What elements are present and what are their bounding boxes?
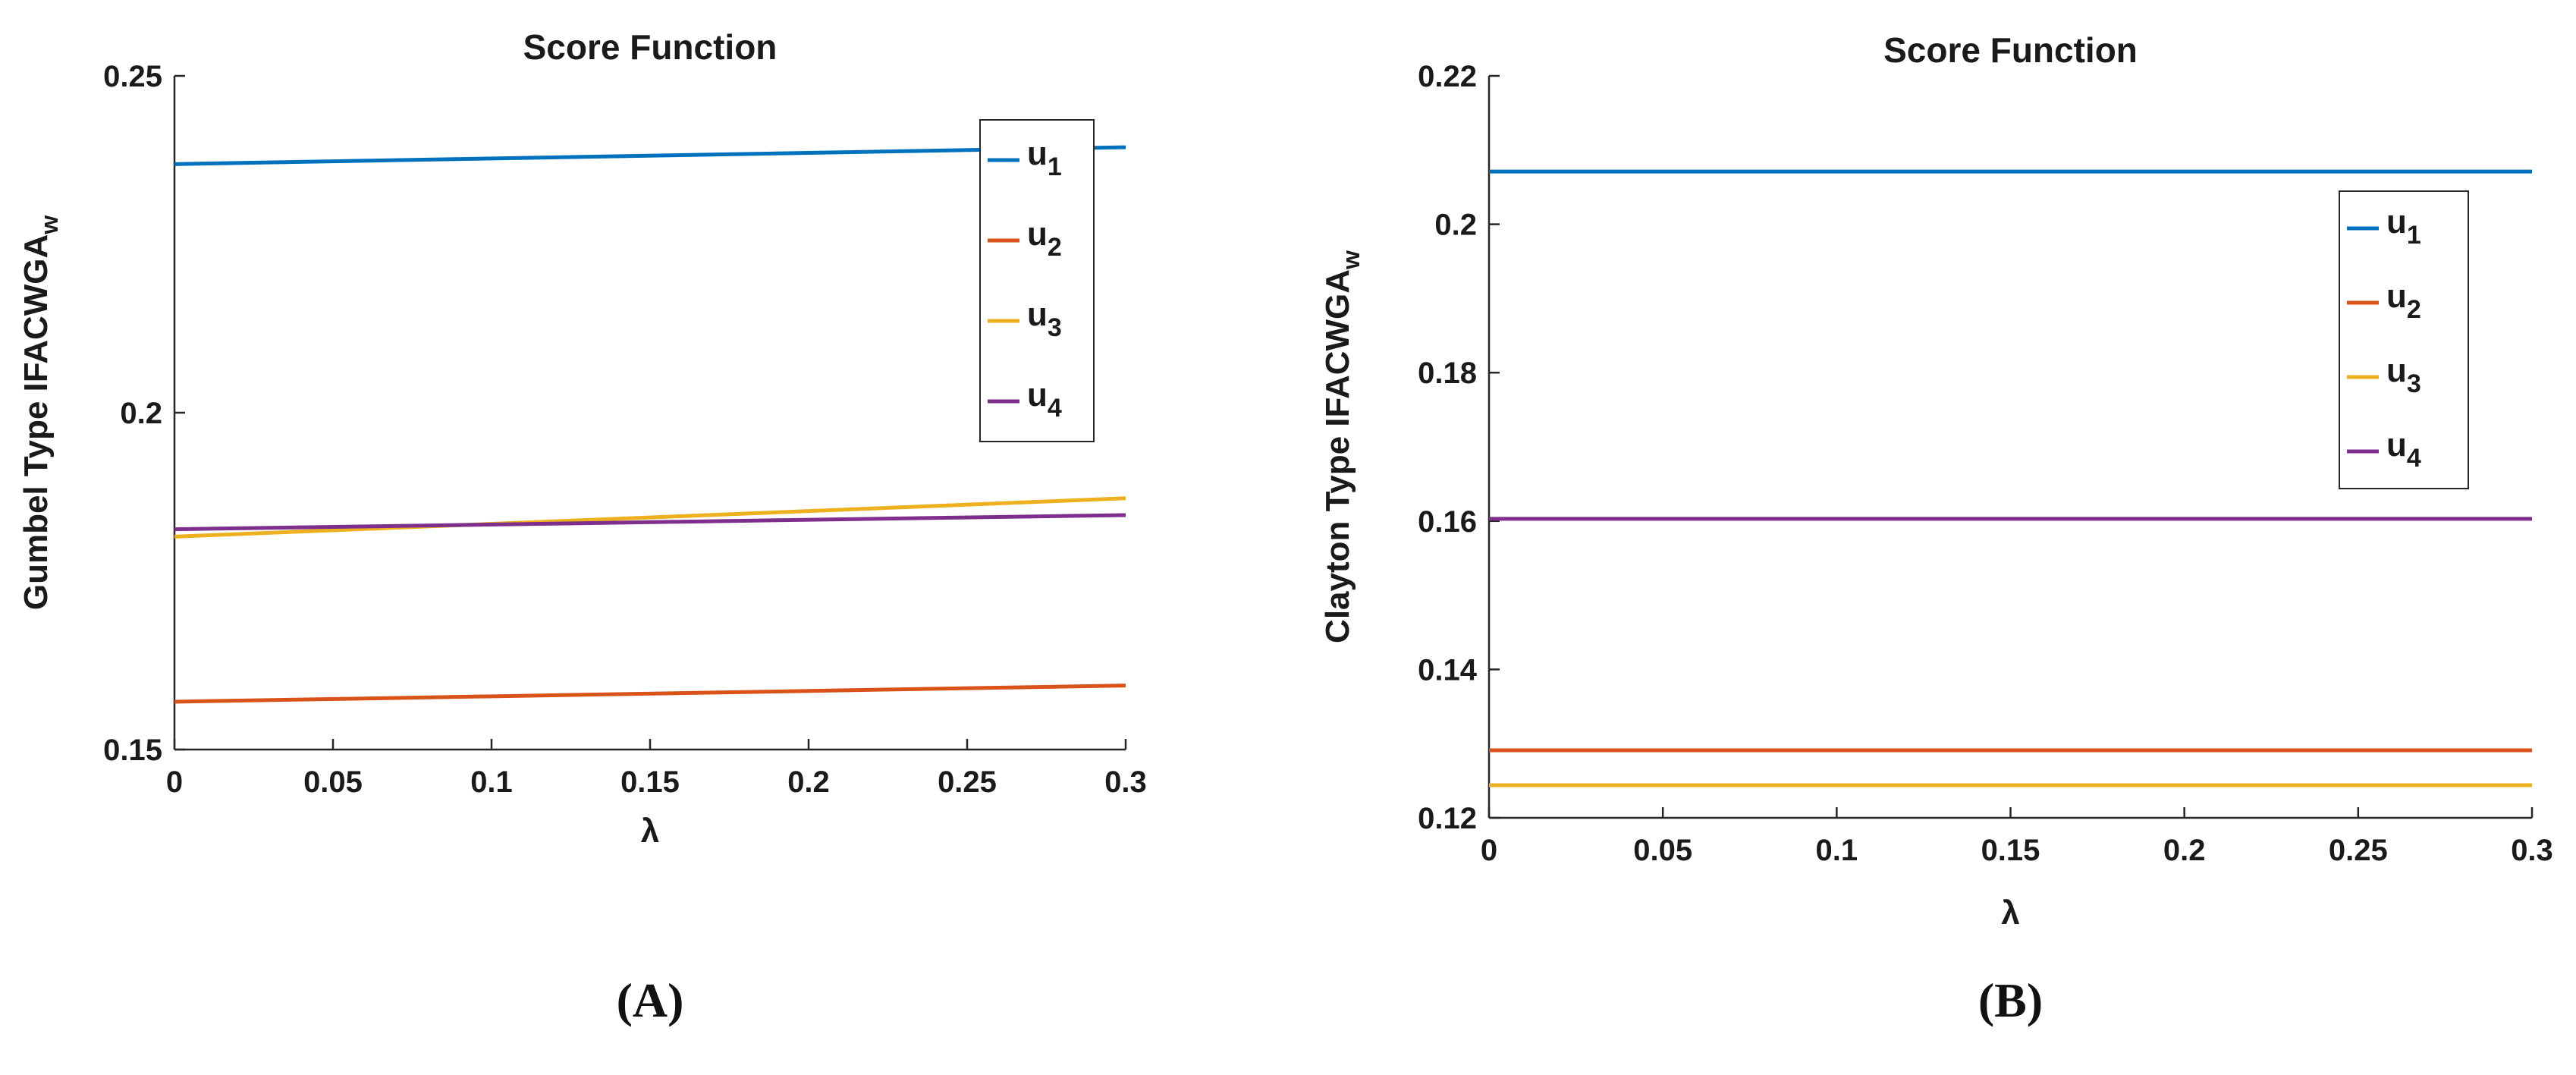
y-axis-label: Clayton Type IFACWGAw — [1319, 250, 1365, 643]
y-tick-label: 0.14 — [1418, 653, 1478, 687]
legend-label-u2: u2 — [2386, 278, 2421, 324]
y-tick-label: 0.18 — [1418, 357, 1477, 390]
x-tick-label: 0.1 — [1816, 834, 1858, 867]
legend-label-u4: u4 — [2386, 426, 2421, 473]
legend-label-u1: u1 — [2386, 203, 2421, 250]
panel-label: (A) — [617, 973, 684, 1027]
x-tick-label: 0.2 — [2163, 834, 2206, 867]
x-tick-label: 0 — [1481, 834, 1497, 867]
legend: u1 u2 u3 u4 — [2339, 190, 2469, 489]
y-tick-label: 0.2 — [120, 397, 162, 430]
legend-box — [2339, 190, 2469, 489]
y-tick-label: 0.2 — [1434, 209, 1477, 242]
y-tick-label: 0.12 — [1418, 802, 1477, 835]
legend-label-u3: u3 — [2386, 352, 2421, 398]
legend-label-u1: u1 — [1027, 135, 1062, 181]
y-axis-label: Gumbel Type IFACWGAw — [17, 215, 63, 610]
series-line-u1 — [174, 145, 1126, 166]
chart-panel-1: 0 0.05 0.1 0.15 0.2 0.25 0.3 0.15 0.2 0.25 Score F… — [17, 27, 1147, 1027]
x-tick-label: 0.25 — [2329, 834, 2388, 867]
series-line-u3 — [174, 496, 1126, 539]
series-line-u2 — [174, 684, 1126, 704]
chart-panel-2: 0 0.05 0.1 0.15 0.2 0.25 0.3 0.12 0.14 0.16 0.18 0.… — [1319, 30, 2553, 1027]
x-tick-label: 0.05 — [303, 765, 363, 799]
legend-label-u3: u3 — [1027, 296, 1062, 342]
x-tick-label: 0.15 — [620, 765, 680, 799]
y-tick-label: 0.25 — [103, 60, 162, 93]
series-line-u4 — [174, 513, 1126, 532]
chart-title: Score Function — [523, 27, 778, 67]
legend: u1 u2 u3 u4 — [979, 119, 1095, 442]
x-tick-label: 0 — [166, 765, 183, 799]
x-tick-label: 0.1 — [470, 765, 513, 799]
y-tick-label: 0.16 — [1418, 505, 1477, 539]
x-tick-label: 0.15 — [1981, 834, 2040, 867]
x-axis-label: λ — [2001, 894, 2019, 932]
y-tick-label: 0.22 — [1418, 60, 1477, 93]
x-tick-label: 0.25 — [938, 765, 997, 799]
x-axis-label: λ — [641, 813, 659, 850]
x-tick-label: 0.05 — [1633, 834, 1692, 867]
panel-label: (B) — [1978, 973, 2043, 1027]
y-tick-label: 0.15 — [103, 734, 162, 767]
legend-box — [979, 119, 1095, 442]
chart-title: Score Function — [1883, 30, 2138, 70]
x-tick-label: 0.3 — [1104, 765, 1147, 799]
legend-label-u2: u2 — [1027, 215, 1062, 262]
legend-label-u4: u4 — [1027, 376, 1062, 423]
x-tick-label: 0.2 — [787, 765, 830, 799]
x-tick-label: 0.3 — [2511, 834, 2553, 867]
